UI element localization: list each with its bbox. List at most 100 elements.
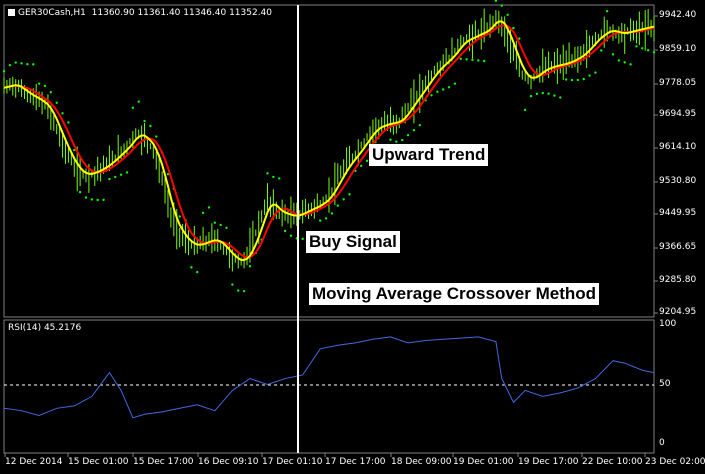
sar-dot: [494, 0, 498, 2]
sar-dot: [131, 106, 135, 109]
sar-dot: [178, 215, 181, 218]
rsi-tick-label: 100: [659, 319, 677, 329]
sar-dot: [518, 37, 521, 40]
sar-dot: [55, 101, 58, 104]
sar-dot: [84, 196, 88, 199]
time-tick-label: 15 Dec 01:00: [68, 457, 129, 467]
price-tick-label: 9449.95: [659, 208, 697, 218]
sar-dot: [360, 164, 363, 168]
sar-dot: [119, 173, 123, 176]
sar-dot: [512, 26, 515, 30]
sar-dot: [73, 148, 76, 152]
sar-dot: [477, 59, 480, 62]
annotation-buy-signal: Buy Signal: [306, 231, 400, 253]
sar-dot: [289, 234, 293, 237]
sar-dot: [629, 63, 632, 66]
sar-dot: [207, 206, 211, 209]
price-tick-label: 9614.10: [659, 142, 697, 152]
sar-dot: [535, 92, 539, 96]
ma-slow-line: [3, 24, 655, 259]
sar-dot: [190, 266, 193, 269]
sar-dot: [652, 50, 656, 54]
sar-dot: [67, 121, 70, 124]
price-tick-label: 9366.65: [659, 242, 697, 252]
sar-dot: [406, 133, 410, 137]
sar-dot: [43, 84, 47, 88]
sar-dot: [196, 270, 199, 274]
sar-dot: [283, 229, 287, 233]
sar-dot: [395, 140, 398, 143]
sar-dot: [547, 92, 550, 95]
sar-dot: [453, 82, 457, 85]
sar-dot: [611, 53, 615, 56]
main-panel-frame: [3, 4, 655, 318]
time-tick-label: 17 Dec 17:00: [325, 457, 386, 467]
sar-dot: [278, 177, 281, 180]
sar-dot: [49, 91, 53, 94]
sar-dot: [447, 86, 451, 89]
sar-dot: [125, 171, 129, 174]
sar-dot: [102, 198, 105, 202]
sar-dot: [272, 175, 275, 179]
sar-dot: [342, 198, 345, 201]
annotation-method: Moving Average Crossover Method: [309, 283, 600, 305]
sar-dot: [576, 78, 580, 82]
sar-dot: [20, 62, 23, 65]
sar-dot: [430, 94, 433, 97]
sar-dot: [301, 237, 304, 241]
time-tick-label: 17 Dec 01:10: [262, 457, 323, 467]
axis-ticks-group: [4, 15, 658, 457]
sar-dot: [96, 198, 99, 202]
sar-dot: [600, 49, 603, 52]
sar-dot: [219, 223, 222, 227]
sar-dot: [641, 47, 644, 50]
rsi-tick-label: 0: [659, 438, 665, 448]
sar-dot: [541, 91, 544, 95]
sar-dot: [137, 100, 140, 103]
sar-dot: [365, 159, 369, 163]
sar-dot: [14, 61, 17, 64]
sar-dot: [155, 135, 158, 138]
sar-dot: [248, 265, 252, 268]
sar-dot: [441, 88, 445, 91]
sar-dot: [418, 123, 421, 127]
sar-dot: [605, 10, 609, 13]
sar-dot: [400, 138, 404, 142]
sar-dot: [2, 70, 6, 73]
symbol-header: GER30Cash,H1 11360.90 11361.40 11346.40 …: [8, 8, 272, 18]
sar-dot: [266, 172, 269, 175]
rsi-panel-frame: [3, 319, 655, 454]
sar-dot: [582, 77, 585, 81]
rsi-title: RSI(14) 45.2176: [8, 323, 82, 333]
sar-dot: [646, 49, 650, 52]
ohlc-values: 11360.90 11361.40 11346.40 11352.40: [91, 8, 273, 18]
rsi-line: [3, 336, 655, 419]
price-tick-label: 9694.95: [659, 109, 697, 119]
sar-dot: [37, 82, 41, 85]
sar-dot: [412, 128, 416, 132]
time-tick-label: 19 Dec 17:00: [518, 457, 579, 467]
sar-dot: [213, 221, 217, 224]
sar-dot: [500, 4, 503, 7]
sar-dot: [482, 59, 486, 63]
sar-dot: [559, 96, 562, 99]
time-tick-label: 19 Dec 01:00: [453, 457, 514, 467]
ma-fast-line: [3, 20, 655, 262]
sar-dot: [336, 204, 339, 207]
sar-dot: [436, 90, 439, 93]
time-tick-label: 12 Dec 2014: [5, 457, 63, 467]
sar-dot: [588, 74, 591, 77]
sar-dot: [594, 71, 597, 74]
sar-dot: [506, 13, 509, 17]
sar-dot: [225, 226, 228, 230]
price-tick-label: 9778.05: [659, 78, 697, 88]
price-tick-label: 9204.95: [659, 307, 697, 317]
sar-dot: [471, 58, 474, 62]
sar-dot: [319, 219, 322, 222]
sar-dot: [8, 63, 12, 67]
sar-dot: [389, 138, 392, 141]
sar-dot: [553, 94, 556, 97]
sar-dot: [32, 63, 35, 66]
sar-dot: [564, 78, 568, 81]
